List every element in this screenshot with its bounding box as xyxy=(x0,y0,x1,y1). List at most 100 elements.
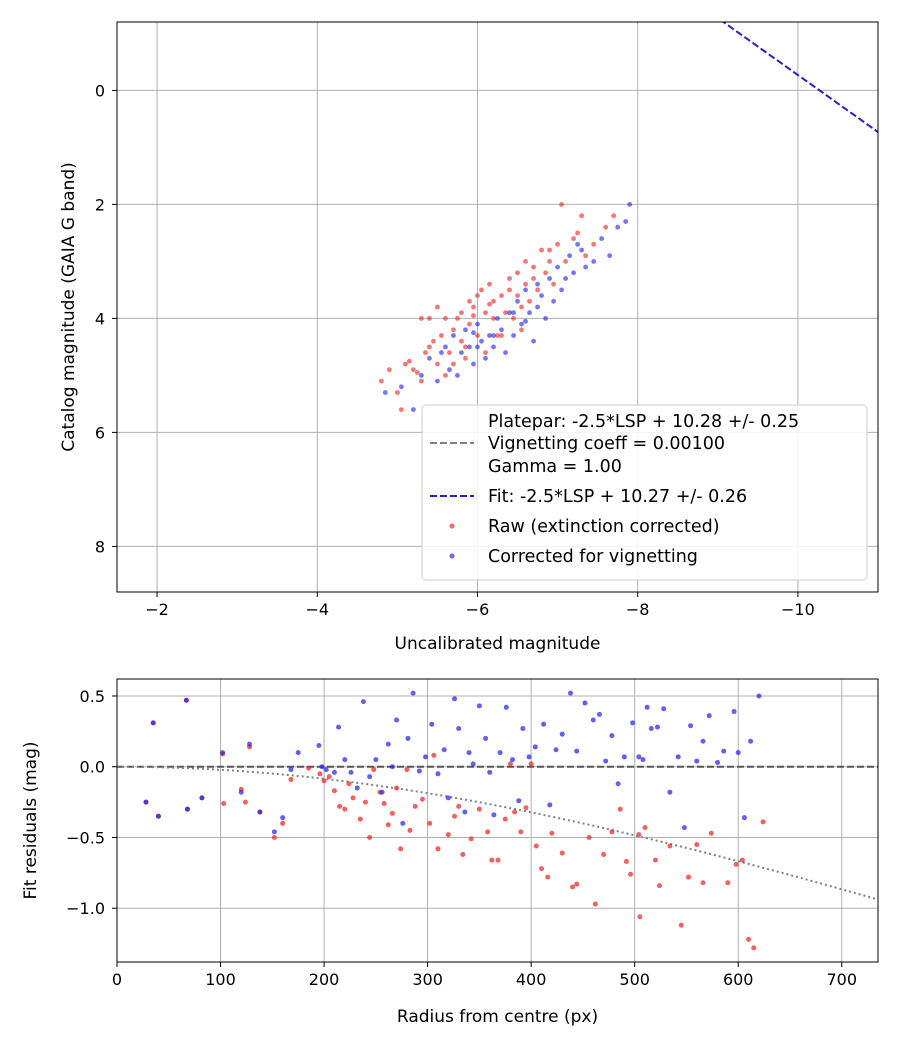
corrected-point xyxy=(435,378,440,384)
bottom-plot-frame xyxy=(116,678,879,963)
corrected-point xyxy=(511,333,516,338)
corrected-residual-point xyxy=(706,713,712,719)
raw-residual-point xyxy=(518,829,524,835)
raw-point xyxy=(535,287,540,293)
corrected-point xyxy=(479,338,484,344)
corrected-residual-point xyxy=(609,733,615,739)
raw-point xyxy=(406,358,412,364)
raw-point xyxy=(439,333,444,338)
raw-residual-point xyxy=(746,936,752,942)
raw-point xyxy=(531,276,536,281)
raw-point xyxy=(603,224,609,230)
corrected-residual-point xyxy=(553,747,559,753)
raw-point xyxy=(547,247,552,253)
corrected-point xyxy=(523,318,528,324)
corrected-point xyxy=(623,219,629,224)
raw-point xyxy=(459,310,464,316)
legend-entry-label: Gamma = 1.00 xyxy=(488,457,622,477)
top-y-axis-label: Catalog magnitude (GAIA G band) xyxy=(59,162,79,452)
raw-residual-point xyxy=(533,843,539,849)
legend-entry-label: Raw (extinction corrected) xyxy=(488,517,720,537)
corrected-point xyxy=(567,253,572,259)
raw-residual-point xyxy=(362,799,368,805)
corrected-point xyxy=(559,287,564,293)
raw-residual-point xyxy=(751,945,757,951)
corrected-residual-point xyxy=(400,820,406,826)
top-y-tick-label: 2 xyxy=(95,195,105,214)
corrected-residual-point xyxy=(681,825,687,831)
raw-residual-point xyxy=(686,874,692,880)
corrected-residual-point xyxy=(487,769,493,775)
corrected-residual-point xyxy=(295,750,301,756)
top-fit-lines xyxy=(721,22,878,133)
corrected-residual-point xyxy=(532,744,538,750)
raw-residual-point xyxy=(367,834,373,840)
top-y-tick-label: 6 xyxy=(95,423,105,442)
corrected-residual-point xyxy=(470,761,476,767)
raw-residual-point xyxy=(570,884,576,890)
corrected-point xyxy=(519,321,524,327)
corrected-residual-point xyxy=(199,795,205,801)
corrected-point xyxy=(627,202,633,207)
raw-residual-point xyxy=(708,830,714,836)
corrected-residual-point xyxy=(510,757,516,763)
legend-entry-label: Corrected for vignetting xyxy=(488,547,698,567)
corrected-residual-point xyxy=(271,829,277,835)
corrected-residual-point xyxy=(348,769,354,775)
corrected-residual-point xyxy=(541,721,547,727)
raw-residual-point xyxy=(694,842,700,848)
corrected-point xyxy=(523,287,528,293)
corrected-residual-point xyxy=(373,757,379,763)
raw-residual-point xyxy=(435,846,441,852)
corrected-residual-point xyxy=(435,771,441,777)
corrected-residual-point xyxy=(582,700,588,706)
corrected-point xyxy=(455,373,460,378)
corrected-residual-point xyxy=(526,754,532,760)
corrected-point xyxy=(451,333,456,338)
raw-residual-point xyxy=(657,883,663,889)
raw-point xyxy=(515,270,520,276)
legend-dot-marker xyxy=(449,553,455,559)
corrected-residual-point xyxy=(280,815,286,821)
corrected-residual-point xyxy=(331,769,337,775)
corrected-residual-point xyxy=(675,754,681,760)
raw-residual-point xyxy=(545,874,551,880)
legend: Platepar: -2.5*LSP + 10.28 +/- 0.25Vigne… xyxy=(421,404,868,581)
raw-residual-point xyxy=(460,851,466,857)
corrected-point xyxy=(531,338,536,344)
corrected-point xyxy=(539,293,544,298)
corrected-point xyxy=(503,350,508,355)
raw-residual-point xyxy=(760,819,766,825)
raw-residual-point xyxy=(407,827,413,833)
corrected-residual-point xyxy=(636,754,642,760)
corrected-point xyxy=(547,276,552,281)
corrected-residual-point xyxy=(416,768,422,774)
corrected-point xyxy=(515,298,520,304)
corrected-residual-point xyxy=(574,748,580,754)
raw-residual-point xyxy=(586,834,592,840)
raw-residual-point xyxy=(617,806,623,812)
corrected-residual-point xyxy=(323,767,329,773)
top-y-ticks: 0 2 4 6 8 xyxy=(95,81,117,556)
bottom-x-axis-label: Radius from centre (px) xyxy=(397,1007,598,1027)
corrected-residual-point xyxy=(410,690,416,696)
raw-point xyxy=(423,350,428,355)
corrected-point xyxy=(419,373,424,378)
raw-point xyxy=(443,316,448,321)
raw-point xyxy=(463,355,468,361)
raw-point xyxy=(447,350,452,355)
raw-residual-point xyxy=(637,914,643,920)
bottom-x-tick-label: 400 xyxy=(516,970,547,989)
raw-point xyxy=(435,304,440,310)
bottom-y-tick-label: −1.0 xyxy=(66,899,105,918)
corrected-point xyxy=(575,241,581,247)
raw-point xyxy=(475,333,480,338)
raw-point xyxy=(475,293,480,298)
corrected-residual-point xyxy=(342,757,348,763)
corrected-point xyxy=(443,344,448,350)
corrected-residual-point xyxy=(288,767,294,773)
legend-dot-marker xyxy=(449,523,455,529)
top-y-tick-label: 0 xyxy=(95,81,105,100)
corrected-residual-point xyxy=(452,696,458,702)
top-y-tick-label: 4 xyxy=(95,309,105,328)
